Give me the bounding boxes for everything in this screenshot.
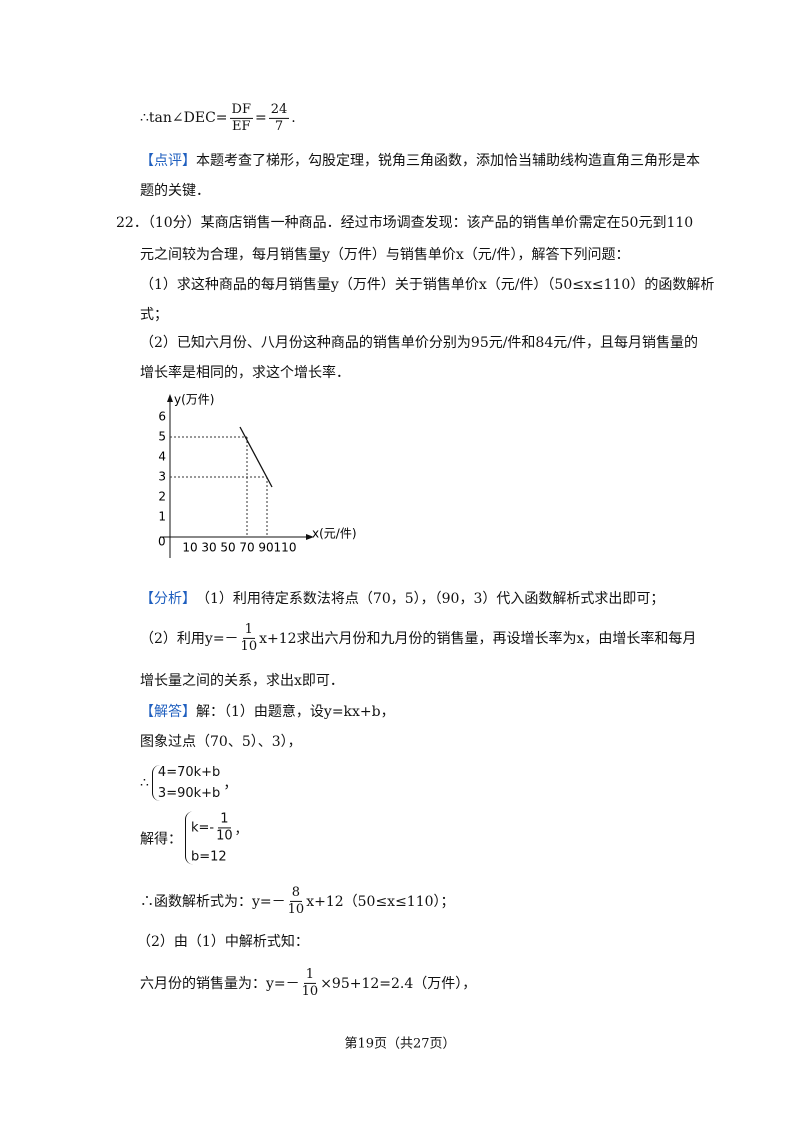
text-line: 增长量之间的关系，求出x即可． [140,670,344,690]
text-line: 增长率是相同的，求这个增长率． [140,362,350,382]
text-line: 题的关键． [140,180,210,200]
text: 增长量之间的关系，求出x即可． [140,673,344,689]
tick-label: 3 [158,470,166,484]
equation-row: 4=70k+b [158,765,220,780]
section-tag: 【解答】 [140,704,196,720]
denominator: 7 [274,118,284,134]
tick-label: 110 [274,541,297,555]
text: （2）已知六月份、八月份这种商品的销售单价分别为95元/件和84元/件，且每月销… [140,335,698,351]
fraction: 1 10 [216,811,233,843]
text: 解得： [140,831,182,847]
equation-system: 4=70k+b 3=90k+b [151,765,220,801]
denominator: EF [231,118,251,134]
numerator: DF [229,101,253,119]
tick-label: 1 [158,510,166,524]
numerator: 24 [268,101,290,119]
text: 元之间较为合理，每月销售量y（万件）与销售单价x（元/件），解答下列问题： [140,247,630,263]
text-line: （2）利用y=－ 1 10 x+12求出六月份和九月份的销售量，再设增长率为x，由增长… [140,622,696,654]
text-line: （1）求这种商品的每月销售量y（万件）关于销售单价x（元/件）（50≤x≤110… [140,274,714,294]
fraction: 8 10 [288,885,305,917]
text: （2）利用y=－ [140,631,239,647]
text-line: 22．（10分）某商店销售一种商品．经过市场调查发现：该产品的销售单价需定在50… [116,212,693,232]
text: 22．（10分）某商店销售一种商品．经过市场调查发现：该产品的销售单价需定在50… [116,215,694,231]
text-line: ∴函数解析式为：y=－ 8 10 x+12（50≤x≤110）； [140,885,455,917]
tick-label: 5 [158,430,166,444]
text: ∴ [140,775,149,791]
arrow [167,394,173,402]
text: （1）利用待定系数法将点（70，5），（90，3）代入函数解析式求出即可； [196,591,665,607]
text: 4=70k+b [157,765,221,780]
denominator: 10 [287,901,305,917]
tick-label: 30 [201,541,216,555]
text-line: （2）已知六月份、八月份这种商品的销售单价分别为95元/件和84元/件，且每月销… [140,332,698,352]
tick-label: 2 [158,490,166,504]
text: （2）由（1）中解析式知： [137,934,309,950]
tick-label: 6 [158,410,166,424]
text: ∴tan∠DEC= [140,110,228,126]
text-line: 【点评】 本题考查了梯形，勾股定理，锐角三角函数，添加恰当辅助线构造直角三角形是本 [140,150,700,170]
text: （1）求这种商品的每月销售量y（万件）关于销售单价x（元/件）（50≤x≤110… [140,277,715,293]
footer: 第19页（共27页） [344,1036,456,1052]
equation-row: b=12 [191,850,248,865]
text: . [291,110,296,126]
text: 增长率是相同的，求这个增长率． [140,365,350,381]
tick-label: 90 [258,541,273,555]
text: ， [223,776,238,792]
text: 式； [140,307,168,323]
text-line: 【分析】 （1）利用待定系数法将点（70，5），（90，3）代入函数解析式求出即可… [140,588,664,608]
x-axis-label: x(元/件) [312,527,357,541]
text-line: 图象过点（70、5）、3）， [140,731,302,751]
denominator: 10 [216,828,233,843]
graph-line [239,426,273,488]
section-tag: 【分析】 [140,591,196,607]
fraction: DF EF [229,101,253,134]
text: b=12 [191,849,227,865]
text-line: 六月份的销售量为：y=－ 1 10 ×95+12=2.4（万件）， [140,967,476,999]
numerator: 8 [289,884,303,902]
text: x+12求出六月份和九月份的销售量，再设增长率为x，由增长率和每月 [259,631,697,647]
text-line: （2）由（1）中解析式知： [137,931,309,951]
text: 3=90k+b [157,786,221,801]
fraction: 1 10 [302,967,319,999]
text: 六月份的销售量为：y=－ [140,976,300,992]
section-tag: 【点评】 [140,153,196,169]
denominator: 10 [301,983,319,999]
text: = [254,110,267,126]
numerator: 1 [242,621,255,639]
text: 解：（1）由题意，设y=kx+b， [196,704,395,720]
text: ∴函数解析式为：y=－ [140,894,286,910]
y-axis-label: y(万件) [174,393,214,407]
equation-row: 3=90k+b [158,786,220,801]
text-line: 【解答】 解：（1）由题意，设y=kx+b， [140,701,395,721]
text-line: 元之间较为合理，每月销售量y（万件）与销售单价x（元/件），解答下列问题： [140,244,630,264]
text-line: ∴tan∠DEC= DF EF = 24 7. [140,102,296,134]
tick-label: 4 [158,450,166,464]
text: k=- [191,820,215,835]
text-line: 式； [140,304,168,324]
text: ， [234,822,248,837]
text: 本题考查了梯形，勾股定理，锐角三角函数，添加恰当辅助线构造直角三角形是本 [196,153,700,169]
arrow [306,534,314,540]
numerator: 1 [218,811,231,828]
equation-row: k=- 1 10， [191,811,248,843]
tick-label: 70 [239,541,254,555]
text: 题的关键． [140,183,210,199]
equation-system: k=- 1 10， b=12 [185,811,248,865]
figure: y(万件) x(元/件) 0 1 2 3 4 5 6 10 30 50 70 90 110 [158,393,357,558]
text-line: ∴ 4=70k+b 3=90k+b， [140,765,237,801]
text: ×95+12=2.4（万件）， [320,976,477,992]
denominator: 10 [240,638,258,654]
text-line: 解得： k=- 1 10， b=12 [140,811,251,865]
tick-label: 10 [182,541,197,555]
text: 图象过点（70、5）、3）， [140,734,302,750]
tick-label: 50 [220,541,235,555]
text: x+12（50≤x≤110）； [306,894,455,910]
fraction: 1 10 [241,622,258,654]
origin-label: 0 [158,535,166,549]
numerator: 1 [303,966,317,984]
fraction: 24 7 [268,101,290,134]
